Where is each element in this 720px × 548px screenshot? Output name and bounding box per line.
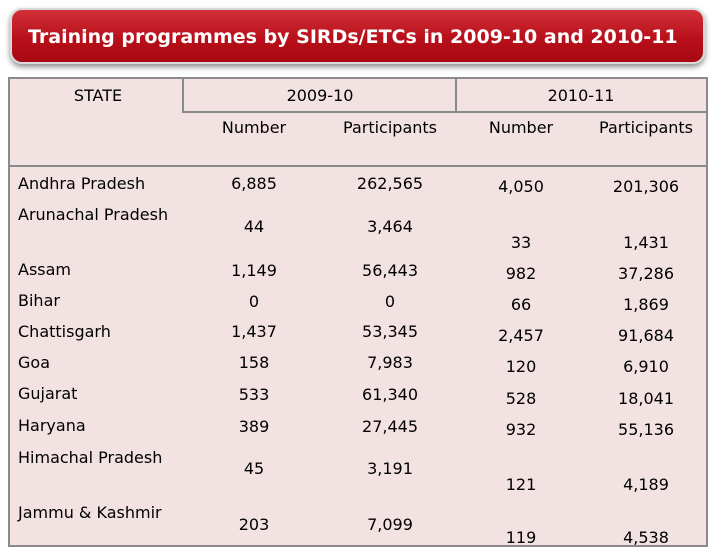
state-name: Jammu & Kashmir xyxy=(18,503,162,522)
header-divider xyxy=(455,79,457,113)
number-2010-11: 33 xyxy=(510,233,532,252)
header-number-2010: Number xyxy=(488,118,554,137)
participants-2010-11: 37,286 xyxy=(618,264,674,283)
state-name: Himachal Pradesh xyxy=(18,448,163,467)
number-2010-11: 119 xyxy=(505,528,537,547)
participants-2010-11: 1,431 xyxy=(623,233,669,252)
number-2010-11: 932 xyxy=(505,420,537,439)
participants-2010-11: 1,869 xyxy=(623,295,669,314)
number-2010-11: 4,050 xyxy=(498,177,544,196)
number-2009-10: 44 xyxy=(243,217,265,236)
number-2010-11: 66 xyxy=(510,295,532,314)
participants-2010-11: 55,136 xyxy=(618,420,674,439)
participants-2009-10: 262,565 xyxy=(356,174,424,193)
header-year-2009-10: 2009-10 xyxy=(286,86,354,105)
number-2010-11: 2,457 xyxy=(498,326,544,345)
state-name: Assam xyxy=(18,260,72,279)
page-title: Training programmes by SIRDs/ETCs in 200… xyxy=(28,26,678,48)
number-2010-11: 120 xyxy=(505,357,537,376)
participants-2009-10: 61,340 xyxy=(362,385,418,404)
number-2009-10: 6,885 xyxy=(231,174,277,193)
number-2009-10: 0 xyxy=(248,292,260,311)
participants-2009-10: 3,191 xyxy=(367,459,413,478)
number-2010-11: 121 xyxy=(505,475,537,494)
title-banner: Training programmes by SIRDs/ETCs in 200… xyxy=(10,8,705,64)
number-2010-11: 982 xyxy=(505,264,537,283)
participants-2010-11: 4,189 xyxy=(623,475,669,494)
number-2009-10: 158 xyxy=(238,353,270,372)
state-name: Goa xyxy=(18,353,50,372)
participants-2010-11: 18,041 xyxy=(618,389,674,408)
training-table: STATE 2009-10 2010-11 Number Participant… xyxy=(8,77,708,547)
number-2009-10: 1,437 xyxy=(231,322,277,341)
state-name: Andhra Pradesh xyxy=(18,174,146,193)
participants-2009-10: 7,983 xyxy=(367,353,413,372)
state-name: Chattisgarh xyxy=(18,322,111,341)
number-2009-10: 203 xyxy=(238,515,270,534)
number-2009-10: 45 xyxy=(243,459,265,478)
participants-2009-10: 53,345 xyxy=(362,322,418,341)
number-2009-10: 1,149 xyxy=(231,261,277,280)
participants-2010-11: 201,306 xyxy=(612,177,680,196)
participants-2009-10: 56,443 xyxy=(362,261,418,280)
number-2010-11: 528 xyxy=(505,389,537,408)
number-2009-10: 533 xyxy=(238,385,270,404)
state-name: Bihar xyxy=(18,291,60,310)
participants-2010-11: 4,538 xyxy=(623,528,669,547)
header-participants-2010: Participants xyxy=(599,118,693,137)
participants-2009-10: 0 xyxy=(384,292,396,311)
participants-2009-10: 3,464 xyxy=(367,217,413,236)
participants-2010-11: 6,910 xyxy=(623,357,669,376)
header-number-2009: Number xyxy=(221,118,287,137)
header-bottom-line xyxy=(10,165,708,167)
participants-2009-10: 7,099 xyxy=(367,515,413,534)
header-state: STATE xyxy=(73,86,123,105)
number-2009-10: 389 xyxy=(238,417,270,436)
state-name: Gujarat xyxy=(18,384,78,403)
header-participants-2009: Participants xyxy=(343,118,437,137)
participants-2009-10: 27,445 xyxy=(362,417,418,436)
state-name: Haryana xyxy=(18,416,86,435)
participants-2010-11: 91,684 xyxy=(618,326,674,345)
state-name: Arunachal Pradesh xyxy=(18,205,169,224)
header-year-2010-11: 2010-11 xyxy=(547,86,615,105)
year-underline xyxy=(182,111,708,113)
header-divider xyxy=(182,79,184,113)
